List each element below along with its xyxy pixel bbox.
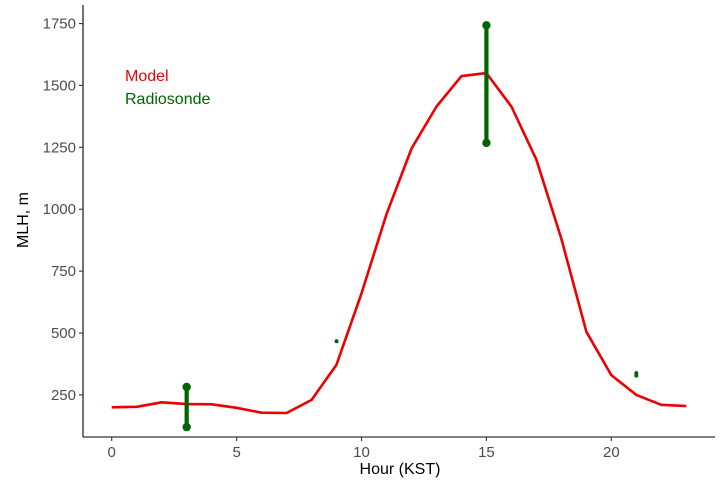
legend-entry-radiosonde: Radiosonde	[125, 91, 211, 108]
x-tick-label: 10	[353, 444, 370, 461]
y-axis-title: MLH, m	[15, 192, 32, 248]
y-tick-label: 1750	[43, 16, 76, 33]
plot-area	[111, 21, 687, 432]
radiosonde-point	[634, 373, 639, 378]
y-tick-label: 1250	[43, 139, 76, 156]
axes: 0 5 10 15 20 250 500 750 1000 1250 1500 1750	[43, 5, 715, 461]
radiosonde-point	[334, 339, 339, 344]
x-tick-label: 20	[603, 444, 620, 461]
radiosonde-max-point	[182, 382, 191, 392]
y-tick-label: 1500	[43, 77, 76, 94]
legend: Model Radiosonde	[125, 68, 211, 108]
radiosonde-max-point	[482, 21, 491, 30]
legend-entry-model: Model	[125, 68, 169, 85]
x-tick-label: 15	[478, 444, 495, 461]
y-tick-label: 250	[51, 387, 76, 404]
y-tick-label: 1000	[43, 201, 76, 218]
y-tick-label: 750	[51, 263, 76, 280]
x-axis-title: Hour (KST)	[360, 461, 441, 478]
x-tick-label: 5	[232, 444, 240, 461]
radiosonde-min-point	[482, 138, 491, 148]
model-line	[111, 71, 687, 415]
y-tick-label: 500	[51, 325, 76, 342]
radiosonde-min-point	[182, 422, 191, 432]
x-tick-label: 0	[108, 444, 116, 461]
